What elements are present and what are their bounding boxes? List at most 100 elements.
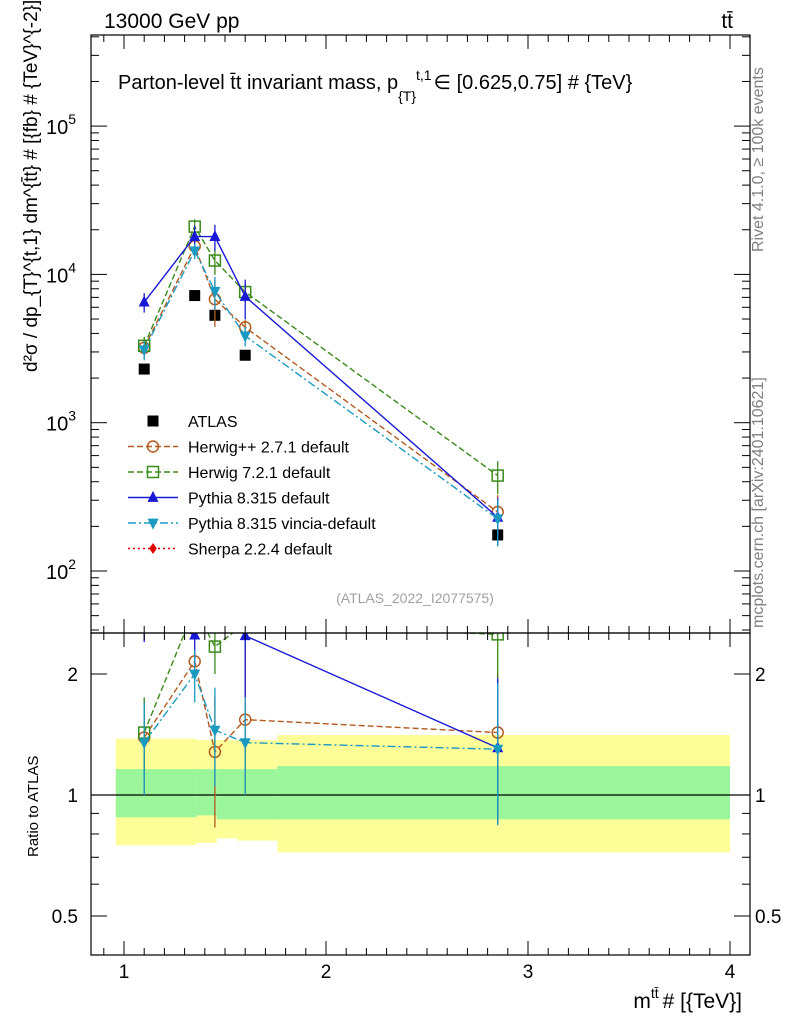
y-tick-label: 102: [46, 556, 76, 584]
data-point: [189, 246, 201, 258]
series-line-herwig-7-2-1-default: [143, 225, 499, 477]
analysis-watermark: (ATLAS_2022_I2077575): [336, 590, 494, 606]
chart-title-main: Parton-level t̄t invariant mass, p: [118, 72, 398, 94]
ratio-point: [189, 602, 200, 613]
data-point: [209, 229, 221, 241]
x-axis-label: mtt̄ # [{TeV}]: [633, 985, 742, 1013]
chart-title-sup: t,1: [416, 67, 432, 83]
inner-uncertainty-band: [216, 769, 237, 820]
rivet-version-label: Rivet 4.1.0, ≥ 100k events: [750, 67, 767, 252]
legend-label: ATLAS: [188, 414, 238, 431]
ratio-point: [139, 607, 150, 618]
y-tick-label: 104: [46, 259, 76, 287]
main-plot-content: [137, 219, 504, 547]
legend: ATLAS Herwig++ 2.7.1 default Herwig 7.2.1 …: [128, 414, 376, 559]
ratio-panel: 0.5 0.5 1 1 2 2 1 2 3 4 Ratio to ATLAS mtt̄ # [{T…: [25, 575, 781, 1013]
legend-item-pythia-8-315-vincia-default: Pythia 8.315 vincia-default: [128, 516, 376, 533]
data-point: [209, 286, 221, 298]
legend-marker: [147, 415, 159, 427]
data-point: [239, 349, 251, 361]
ratio-point: [138, 738, 150, 750]
y-tick-label-exp: 4: [68, 259, 76, 275]
ratio-y-axis: 0.5 0.5 1 1 2 2: [52, 665, 781, 956]
ratio-point: [189, 669, 201, 681]
ratio-y-tick-label-right: 2: [755, 665, 766, 686]
series-line-herwig-2-7-1-default: [143, 244, 499, 513]
data-point: [239, 289, 251, 301]
ratio-point: [491, 633, 504, 641]
mcplots-label: mcplots.cern.ch [arXiv:2401.10621]: [750, 377, 767, 628]
data-point: [208, 254, 222, 267]
y-tick-label-base: 10: [46, 562, 68, 584]
x-tick-label: 1: [119, 962, 130, 983]
data-point: [491, 469, 504, 482]
y-tick-label-exp: 5: [68, 111, 76, 127]
y-axis-label: d²σ / dp_{T}^{t,1} dm^{t̄t} # [{fb} # {T…: [21, 0, 42, 372]
ratio-y-tick-label-left: 1: [67, 786, 78, 807]
ratio-y-tick-label-right: 0.5: [755, 907, 781, 928]
y-tick-label-exp: 2: [68, 556, 76, 572]
data-point: [138, 345, 150, 357]
legend-marker: [146, 440, 160, 453]
y-tick-label-base: 10: [46, 117, 68, 139]
series-pythia-8-315-vincia-default: [138, 243, 504, 547]
y-tick-label: 105: [46, 111, 76, 139]
legend-label: Sherpa 2.2.4 default: [188, 542, 333, 559]
data-point: [239, 331, 251, 343]
data-point: [138, 363, 150, 375]
legend-label: Herwig 7.2.1 default: [188, 465, 331, 482]
ratio-line-pythia-8-315-default: [187, 633, 498, 749]
legend-item-herwig-7-2-1-default: Herwig 7.2.1 default: [128, 465, 331, 482]
ratio-plot-content: [91, 575, 750, 853]
ratio-y-tick-label-left: 2: [67, 665, 78, 686]
y-tick-label: 103: [46, 408, 76, 436]
y-tick-label-base: 10: [46, 414, 68, 436]
ratio-point: [189, 633, 201, 640]
legend-marker: [149, 543, 157, 554]
legend-marker: [147, 490, 159, 502]
legend-item-pythia-8-315-default: Pythia 8.315 default: [128, 491, 330, 508]
legend-marker: [146, 465, 160, 479]
x-axis: 1 2 3 4: [103, 633, 736, 983]
chart-title: Parton-level t̄t invariant mass, p{T}t,1…: [118, 67, 633, 104]
ratio-point: [492, 744, 504, 756]
process-label: tt̄: [721, 10, 733, 33]
legend-item-atlas: ATLAS: [147, 414, 238, 431]
main-x-ticks: [103, 35, 731, 633]
data-point: [492, 514, 504, 526]
inner-uncertainty-band: [196, 769, 217, 816]
ratio-point: [209, 575, 220, 586]
legend-label: Herwig++ 2.7.1 default: [188, 440, 350, 457]
x-axis-label-main: m: [633, 990, 651, 1013]
ratio-y-tick-label-left: 0.5: [52, 907, 78, 928]
ratio-point: [208, 640, 222, 653]
ratio-series-pythia-8-315-vincia-default: [138, 649, 504, 826]
inner-uncertainty-band: [115, 769, 197, 818]
chart-title-sub: {T}: [398, 88, 416, 104]
y-tick-label-base: 10: [46, 265, 68, 287]
x-tick-label: 2: [321, 962, 332, 983]
legend-item-sherpa-2-2-4-default: Sherpa 2.2.4 default: [128, 542, 333, 559]
ratio-panel-frame: [90, 632, 751, 956]
ratio-point: [239, 738, 251, 750]
legend-marker: [147, 518, 159, 530]
ratio-y-axis-label: Ratio to ATLAS: [25, 756, 42, 857]
ratio-point: [209, 725, 221, 737]
inner-uncertainty-band: [237, 769, 278, 820]
inner-uncertainty-band: [277, 766, 730, 820]
ratio-y-tick-label-right: 1: [755, 786, 766, 807]
x-axis-label-rest: # [{TeV}]: [663, 990, 742, 1013]
x-tick-label: 3: [523, 962, 534, 983]
x-axis-label-sup: tt̄: [651, 985, 659, 1001]
data-point: [189, 229, 201, 241]
legend-label: Pythia 8.315 default: [188, 491, 330, 508]
data-point: [138, 295, 150, 307]
collision-label: 13000 GeV pp: [104, 10, 239, 33]
x-tick-label: 4: [725, 962, 736, 983]
legend-label: Pythia 8.315 vincia-default: [188, 516, 376, 533]
chart-title-rest: ∈ [0.625,0.75] # {TeV}: [434, 72, 633, 94]
data-point: [189, 290, 201, 302]
